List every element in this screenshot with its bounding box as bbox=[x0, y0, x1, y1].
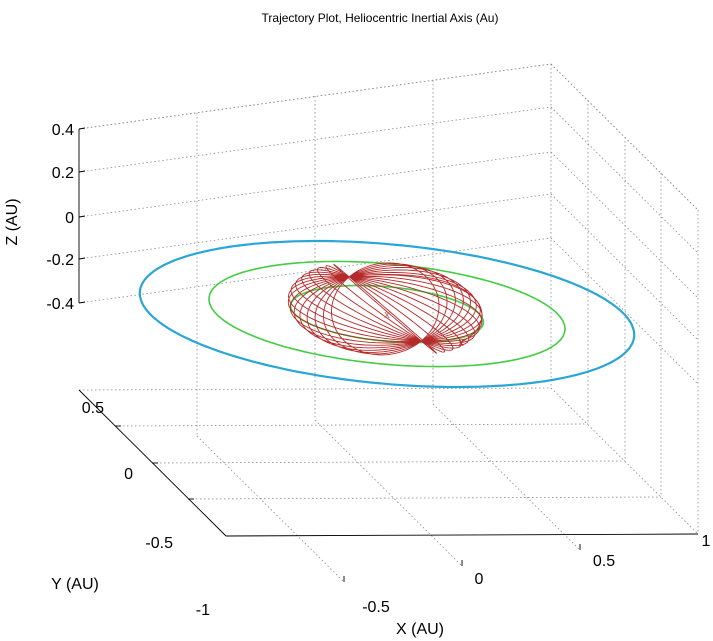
grid-lines bbox=[78, 63, 699, 583]
x-tick-label: 0.5 bbox=[593, 553, 615, 570]
position-marker: x bbox=[384, 309, 390, 321]
grid-floor-right bbox=[550, 387, 699, 535]
grid-floor-x-2 bbox=[432, 403, 581, 551]
z-tick-mark bbox=[78, 127, 86, 130]
grid-back-z-4 bbox=[78, 237, 552, 304]
x-tick-labels: -0.5 0 0.5 1 bbox=[362, 533, 710, 616]
y-axis-label: Y (AU) bbox=[51, 576, 99, 593]
x-tick-label: -0.5 bbox=[362, 599, 390, 616]
grid-side-z-2 bbox=[550, 151, 699, 299]
z-tick-label: 0.2 bbox=[52, 165, 74, 182]
x-tick-label: 1 bbox=[702, 533, 711, 550]
z-tick-label: -0.4 bbox=[46, 296, 74, 313]
grid-back-z-2 bbox=[78, 151, 552, 218]
grid-floor-back bbox=[78, 387, 552, 391]
z-axis-label: Z (AU) bbox=[4, 198, 21, 245]
orbit-line bbox=[208, 260, 566, 368]
z-tick-labels: 0.4 0.2 0 -0.2 -0.4 bbox=[46, 122, 74, 313]
orbit-line bbox=[138, 239, 636, 389]
z-tick-label: -0.2 bbox=[46, 252, 74, 269]
grid-side-z-1 bbox=[550, 106, 699, 254]
tick-marks bbox=[78, 127, 581, 582]
grid-side-z-3 bbox=[550, 193, 699, 341]
grid-side-top bbox=[550, 63, 699, 211]
x-axis-label: X (AU) bbox=[396, 621, 444, 638]
y-tick-label: 0 bbox=[124, 466, 133, 483]
x-axis-line bbox=[225, 533, 699, 537]
grid-back-z-1 bbox=[78, 106, 552, 173]
grid-back-top bbox=[78, 63, 552, 130]
grid-floor-x-0 bbox=[196, 435, 345, 583]
z-tick-label: 0 bbox=[65, 210, 74, 227]
axes-box bbox=[78, 129, 699, 537]
trajectory-line bbox=[287, 262, 483, 356]
z-tick-mark bbox=[78, 170, 86, 173]
x-tick-label: 0 bbox=[475, 571, 484, 588]
z-tick-mark bbox=[78, 301, 86, 304]
z-tick-label: 0.4 bbox=[52, 122, 74, 139]
y-tick-labels: -1 -0.5 0 0.5 bbox=[82, 400, 210, 619]
grid-floor-y-2 bbox=[187, 496, 662, 500]
position-marker: x bbox=[458, 337, 464, 349]
y-tick-label: -1 bbox=[196, 602, 210, 619]
y-tick-label: -0.5 bbox=[145, 535, 173, 552]
spacecraft-trajectory bbox=[287, 262, 483, 356]
z-tick-mark bbox=[78, 215, 86, 218]
position-markers: xx bbox=[384, 309, 464, 349]
grid-floor-y-0 bbox=[114, 423, 589, 427]
z-tick-mark bbox=[78, 257, 86, 260]
y-tick-label: 0.5 bbox=[82, 400, 104, 417]
grid-back-z-3 bbox=[78, 193, 552, 260]
grid-floor-y-1 bbox=[151, 460, 626, 464]
grid-floor-x-1 bbox=[314, 419, 463, 567]
grid-side-z-4 bbox=[550, 237, 699, 385]
chart-title: Trajectory Plot, Heliocentric Inertial A… bbox=[262, 11, 499, 25]
